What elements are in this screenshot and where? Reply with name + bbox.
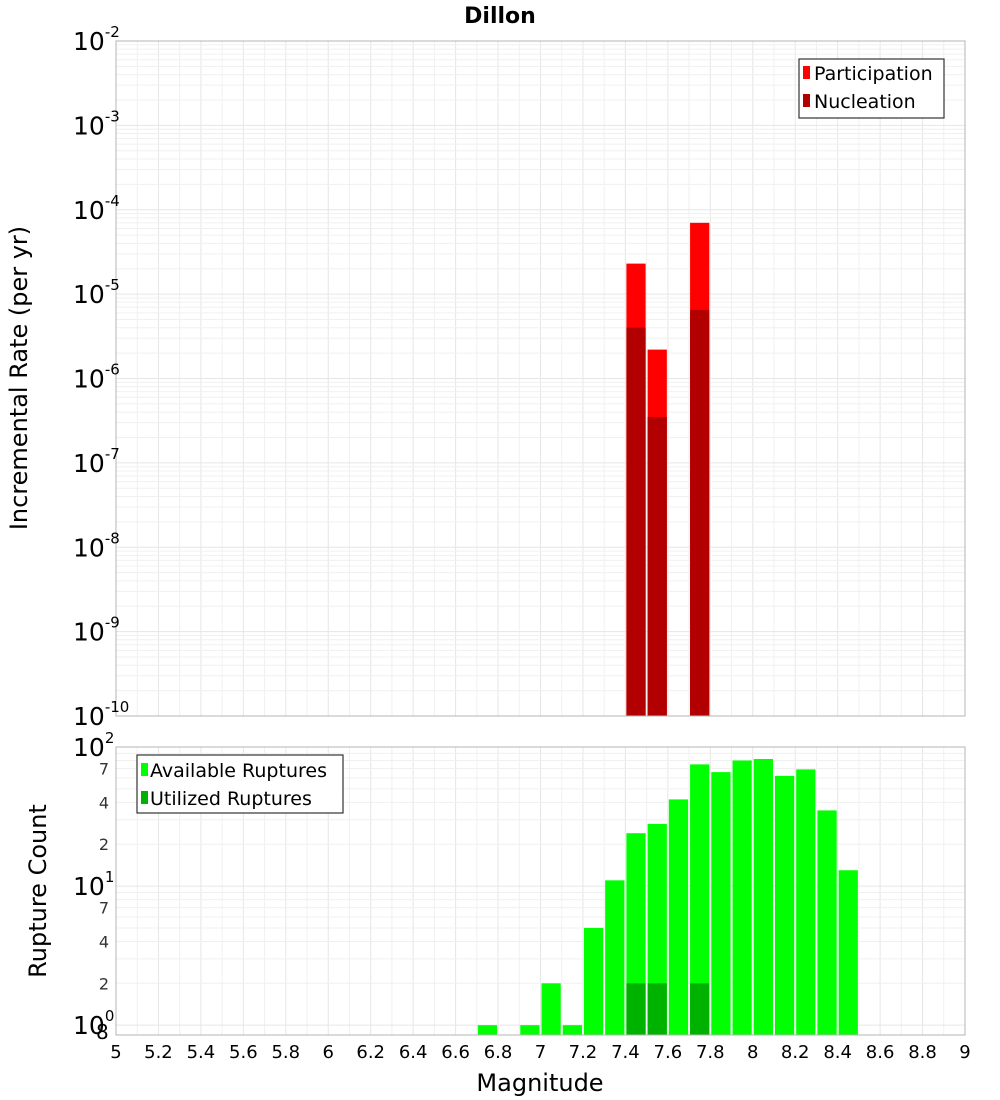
- count-y-minor-tick-label: 7: [99, 760, 109, 779]
- count-bar-available-ruptures: [647, 823, 667, 1035]
- rate-y-tick-label: 10-3: [73, 107, 120, 140]
- count-y-minor-tick-label: 4: [99, 793, 109, 812]
- rate-y-tick-label: 10-10: [73, 698, 129, 731]
- legend-label-available-ruptures: Available Ruptures: [150, 760, 327, 782]
- count-bar-available-ruptures: [562, 1025, 582, 1035]
- count-bar-available-ruptures: [520, 1025, 540, 1035]
- count-bar-available-ruptures: [583, 927, 604, 1035]
- rate-y-tick-label: 10-6: [73, 361, 120, 394]
- count-bars: [477, 758, 858, 1035]
- rate-bar-nucleation: [626, 327, 646, 716]
- rate-y-tick-label: 10-2: [73, 23, 120, 56]
- x-tick-label: 7.8: [696, 1042, 725, 1063]
- rate-y-tick-label: 10-5: [73, 276, 120, 309]
- x-tick-label: 5: [110, 1042, 121, 1063]
- legend-label-participation: Participation: [814, 63, 933, 85]
- legend-label-nucleation: Nucleation: [814, 91, 916, 113]
- count-bar-utilized-ruptures: [690, 983, 710, 1035]
- count-bar-available-ruptures: [668, 799, 689, 1035]
- count-y-tick-label: 102: [73, 729, 114, 762]
- legend-swatch-utilized-ruptures: [141, 791, 148, 804]
- count-y-tick-extra: 8: [96, 1020, 109, 1044]
- count-y-minor-tick-label: 2: [99, 835, 109, 854]
- x-tick-label: 6.6: [441, 1042, 470, 1063]
- rate-y-tick-labels: 10-10 10-9 10-8 10-7 10-6 10-5 10-4 10-3 10-2: [73, 23, 129, 731]
- x-tick-label: 6.2: [356, 1042, 385, 1063]
- count-bar-available-ruptures: [690, 764, 710, 1035]
- legend-swatch-available-ruptures: [141, 763, 148, 776]
- rate-y-tick-label: 10-7: [73, 445, 120, 478]
- x-tick-label: 5.4: [187, 1042, 216, 1063]
- rate-y-tick-label: 10-8: [73, 529, 120, 562]
- x-axis-label: Magnitude: [476, 1069, 603, 1097]
- x-tick-label: 5.6: [229, 1042, 258, 1063]
- x-tick-label: 6.4: [399, 1042, 428, 1063]
- count-bar-available-ruptures: [817, 810, 837, 1035]
- x-tick-label: 5.2: [144, 1042, 173, 1063]
- rate-y-tick-label: 10-4: [73, 192, 120, 225]
- rate-bar-nucleation: [690, 309, 710, 716]
- count-bar-available-ruptures: [541, 983, 561, 1035]
- count-y-tick-label: 100: [73, 1007, 114, 1040]
- count-bar-available-ruptures: [477, 1025, 498, 1035]
- count-y-axis-label: Rupture Count: [24, 804, 52, 978]
- rate-gridlines: [115, 41, 966, 717]
- legend-label-utilized-ruptures: Utilized Ruptures: [150, 788, 312, 810]
- count-legend-box: [136, 754, 344, 814]
- rate-plot-frame: [115, 40, 966, 717]
- count-bar-available-ruptures: [774, 775, 795, 1035]
- x-tick-label: 5.8: [271, 1042, 300, 1063]
- count-bar-utilized-ruptures: [647, 983, 667, 1035]
- count-bar-available-ruptures: [711, 772, 731, 1035]
- x-tick-label: 8.8: [908, 1042, 937, 1063]
- count-y-tick-label: 101: [73, 868, 114, 901]
- count-y-minor-tick-label: 7: [99, 899, 109, 918]
- rate-legend: Participation Nucleation: [798, 58, 945, 119]
- count-bar-available-ruptures: [732, 760, 752, 1035]
- count-y-minor-tick-label: 4: [99, 932, 109, 951]
- count-bar-available-ruptures: [838, 870, 858, 1035]
- x-tick-label: 7.2: [569, 1042, 598, 1063]
- x-tick-label: 8.2: [781, 1042, 810, 1063]
- x-tick-label: 7.6: [654, 1042, 683, 1063]
- x-tick-label: 6: [323, 1042, 334, 1063]
- x-tick-label: 8: [747, 1042, 758, 1063]
- chart-title: Dillon: [464, 4, 536, 29]
- rate-y-tick-label: 10-9: [73, 614, 120, 647]
- rate-legend-box: [798, 58, 945, 119]
- count-bar-utilized-ruptures: [626, 983, 646, 1035]
- count-bar-available-ruptures: [605, 880, 625, 1035]
- count-bar-available-ruptures: [796, 769, 816, 1035]
- rate-panel: 10-10 10-9 10-8 10-7 10-6 10-5 10-4 10-3 10-2 In…: [5, 23, 966, 731]
- count-bar-available-ruptures: [753, 758, 773, 1035]
- x-tick-label: 6.8: [484, 1042, 513, 1063]
- x-tick-label: 7: [535, 1042, 546, 1063]
- x-tick-label: 8.4: [823, 1042, 852, 1063]
- x-tick-label: 8.6: [866, 1042, 895, 1063]
- x-tick-labels: 5 5.2 5.4 5.6 5.8 6 6.2 6.4 6.6 6.8 7 7.2 7.4 7.6 7.8 8…: [110, 1042, 970, 1063]
- legend-swatch-nucleation: [803, 94, 810, 107]
- x-tick-label: 9: [959, 1042, 970, 1063]
- rate-bar-nucleation: [647, 416, 667, 716]
- count-legend: Available Ruptures Utilized Ruptures: [136, 754, 344, 814]
- count-y-minor-tick-label: 2: [99, 974, 109, 993]
- count-plot-frame: [115, 746, 966, 1036]
- rate-y-axis-label: Incremental Rate (per yr): [5, 226, 33, 530]
- rate-bars: [626, 222, 710, 716]
- legend-swatch-participation: [803, 66, 810, 79]
- x-tick-label: 7.4: [611, 1042, 640, 1063]
